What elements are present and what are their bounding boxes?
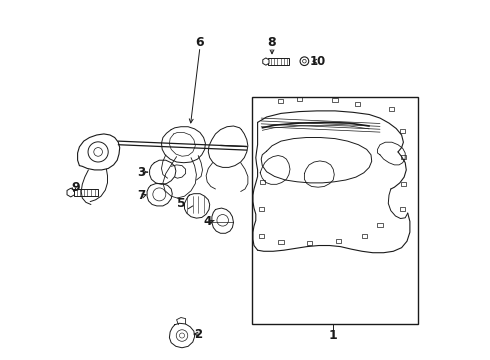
Bar [390,107,394,111]
Bar [278,99,283,103]
Bar [259,234,264,238]
Text: 5: 5 [176,197,185,210]
Text: 6: 6 [196,36,204,49]
Bar [259,207,264,211]
Bar [336,239,341,243]
Bar [307,241,312,245]
Bar [278,240,284,244]
Bar [355,102,360,107]
Bar [333,98,338,102]
Bar [401,154,406,159]
Bar [297,97,302,101]
Bar [400,129,405,134]
Text: 3: 3 [137,166,145,179]
Bar [74,189,98,196]
Text: 8: 8 [268,36,276,49]
Bar [401,181,406,186]
Text: 10: 10 [310,55,326,68]
Polygon shape [67,188,74,197]
Polygon shape [263,58,269,65]
Text: 9: 9 [72,181,80,194]
Text: 2: 2 [194,328,202,341]
Bar [297,135,317,144]
Text: 4: 4 [204,215,212,228]
Bar [400,207,405,211]
Bar [262,135,285,145]
Text: 1: 1 [329,329,338,342]
Bar [362,234,367,238]
Bar [377,223,383,227]
Bar [269,58,289,65]
Text: 7: 7 [137,189,145,202]
Bar [252,97,418,324]
Bar [260,180,265,184]
